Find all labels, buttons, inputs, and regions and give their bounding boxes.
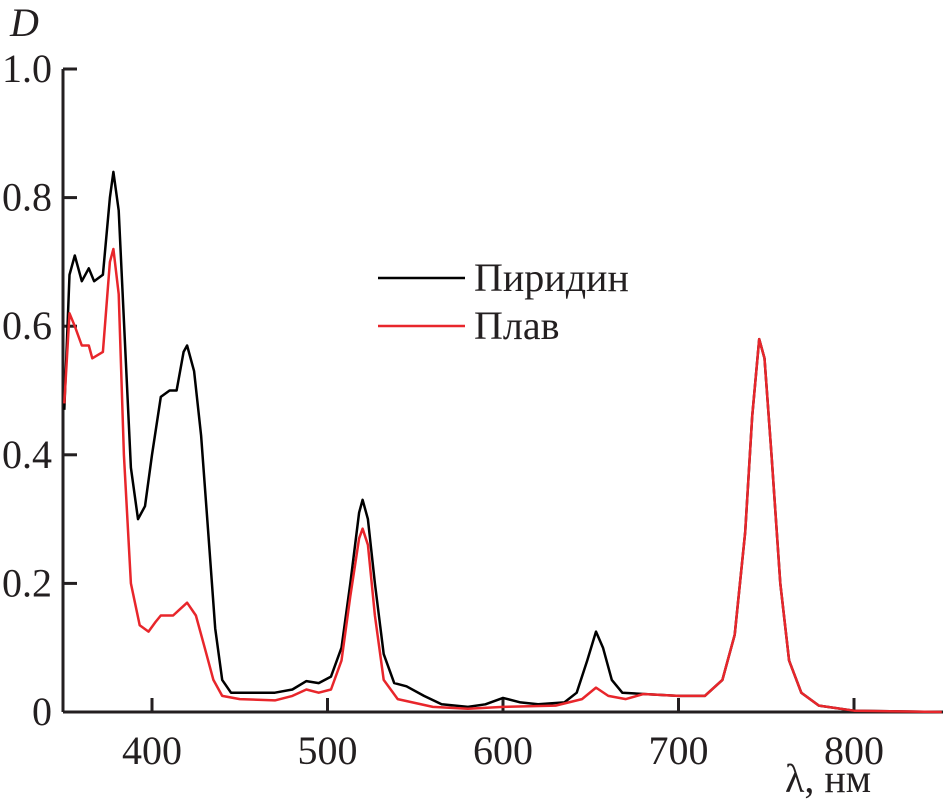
- y-tick-label: 0.4: [2, 432, 52, 477]
- x-tick-label: 500: [298, 728, 358, 773]
- x-tick-label: 800: [824, 728, 884, 773]
- y-tick-label: 0.6: [2, 303, 52, 348]
- legend-label: Пиридин: [474, 255, 629, 300]
- legend-label: Плав: [474, 303, 560, 348]
- y-axis-label: D: [9, 0, 39, 45]
- ticks: 400 500 600 700 800 0 0.2 0.4 0.6 0.8 1.0: [2, 46, 884, 773]
- x-axis-label: λ, нм: [785, 756, 871, 801]
- y-tick-label: 0.8: [2, 175, 52, 220]
- series-line-0: [63, 170, 942, 714]
- x-tick-label: 600: [473, 728, 533, 773]
- series-lines: [63, 170, 942, 714]
- x-tick-label: 400: [122, 728, 182, 773]
- x-tick-label: 700: [649, 728, 709, 773]
- y-tick-label: 1.0: [2, 46, 52, 91]
- series-line-1: [63, 247, 942, 714]
- y-tick-label: 0.2: [2, 560, 52, 605]
- y-tick-label: 0: [32, 689, 52, 734]
